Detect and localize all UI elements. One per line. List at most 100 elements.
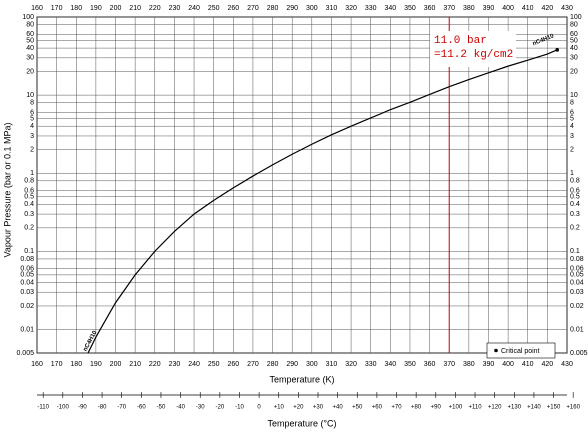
x-tick-label: 350 <box>404 361 416 368</box>
x-tick-label: 300 <box>306 361 318 368</box>
legend-label: Critical point <box>501 348 540 355</box>
x-tick-label: 430 <box>561 361 573 368</box>
y-right-tick-label: 0.08 <box>570 256 584 263</box>
x2-tick-label: +140 <box>527 405 541 411</box>
x2-tick-label: +80 <box>411 405 422 411</box>
x-tick-label: 270 <box>247 361 259 368</box>
y-right-tick-label: 10 <box>570 92 578 99</box>
y-tick-label: 100 <box>22 14 34 21</box>
y-tick-label: 0.03 <box>20 289 34 296</box>
x-tick-label: 390 <box>483 361 495 368</box>
y-tick-label: 0.01 <box>20 326 34 333</box>
y-right-tick-label: 60 <box>570 31 578 38</box>
y-tick-label: 0.02 <box>20 303 34 310</box>
x-top-tick-label: 270 <box>247 5 259 12</box>
x-top-tick-label: 370 <box>443 5 455 12</box>
x-top-tick-label: 310 <box>326 5 338 12</box>
y-tick-label: 10 <box>26 92 34 99</box>
x-top-tick-label: 410 <box>522 5 534 12</box>
x-top-tick-label: 250 <box>208 5 220 12</box>
y-tick-label: 0.4 <box>24 201 34 208</box>
y-tick-label: 0.3 <box>24 211 34 218</box>
x2-tick-label: 0 <box>257 405 261 411</box>
y-tick-label: 0.8 <box>24 178 34 185</box>
x-top-tick-label: 360 <box>424 5 436 12</box>
x-top-tick-label: 400 <box>502 5 514 12</box>
x2-tick-label: -100 <box>57 405 70 411</box>
x2-tick-label: -90 <box>78 405 87 411</box>
x-tick-label: 380 <box>463 361 475 368</box>
x-top-tick-label: 180 <box>70 5 82 12</box>
x2-tick-label: -30 <box>196 405 205 411</box>
x-top-tick-label: 340 <box>384 5 396 12</box>
x-top-tick-label: 210 <box>129 5 141 12</box>
y-tick-label: 4 <box>30 123 34 130</box>
legend-marker <box>494 348 498 353</box>
x2-axis-title: Temperature (°C) <box>267 418 336 428</box>
x2-tick-label: +130 <box>508 405 522 411</box>
x2-tick-label: -60 <box>137 405 146 411</box>
y-right-tick-label: 6 <box>570 109 574 116</box>
x-top-tick-label: 160 <box>31 5 43 12</box>
x2-tick-label: +70 <box>391 405 402 411</box>
y-tick-label: 0.005 <box>16 350 34 357</box>
series-line <box>87 49 558 354</box>
x-top-tick-label: 320 <box>345 5 357 12</box>
y-tick-label: 0.5 <box>24 194 34 201</box>
y-tick-label: 0.1 <box>24 248 34 255</box>
x-top-tick-label: 190 <box>90 5 102 12</box>
y-right-tick-label: 50 <box>570 37 578 44</box>
y-right-tick-label: 0.06 <box>570 266 584 273</box>
x2-tick-label: -110 <box>37 405 49 411</box>
y-tick-label: 1 <box>30 170 34 177</box>
x-top-tick-label: 200 <box>110 5 122 12</box>
y-axis-title: Vapour Pressure (bar or 0.1 MPa) <box>2 123 12 258</box>
x2-tick-label: -70 <box>117 405 126 411</box>
x-tick-label: 230 <box>169 361 181 368</box>
y-right-tick-label: 100 <box>570 14 582 21</box>
x-tick-label: 310 <box>326 361 338 368</box>
x2-tick-label: -40 <box>176 405 185 411</box>
annotation-text: 11.0 bar <box>434 35 487 47</box>
x2-tick-label: +100 <box>449 405 463 411</box>
y-right-tick-label: 20 <box>570 68 578 75</box>
x-top-tick-label: 280 <box>267 5 279 12</box>
y-right-tick-label: 0.03 <box>570 289 584 296</box>
x-top-tick-label: 290 <box>286 5 298 12</box>
y-tick-label: 3 <box>30 133 34 140</box>
x2-tick-label: -20 <box>216 405 225 411</box>
y-right-tick-label: 0.01 <box>570 326 584 333</box>
y-tick-label: 50 <box>26 37 34 44</box>
y-tick-label: 30 <box>26 55 34 62</box>
x-tick-label: 160 <box>31 361 43 368</box>
plot-area <box>36 16 568 354</box>
y-right-tick-label: 0.04 <box>570 279 584 286</box>
x-tick-label: 330 <box>365 361 377 368</box>
x-tick-label: 240 <box>188 361 200 368</box>
x2-tick-label: +120 <box>488 405 502 411</box>
y-right-tick-label: 0.05 <box>570 272 584 279</box>
y-tick-label: 0.2 <box>24 225 34 232</box>
x-tick-label: 200 <box>110 361 122 368</box>
x2-tick-label: +10 <box>274 405 285 411</box>
x2-tick-label: +150 <box>547 405 561 411</box>
x-top-tick-label: 390 <box>483 5 495 12</box>
y-tick-label: 60 <box>26 31 34 38</box>
y-tick-label: 2 <box>30 147 34 154</box>
y-right-tick-label: 4 <box>570 123 574 130</box>
x2-tick-label: +90 <box>431 405 442 411</box>
y-right-tick-label: 5 <box>570 115 574 122</box>
y-right-tick-label: 3 <box>570 133 574 140</box>
x-top-tick-label: 330 <box>365 5 377 12</box>
x-tick-label: 210 <box>129 361 141 368</box>
x-top-tick-label: 220 <box>149 5 161 12</box>
y-right-tick-label: 0.8 <box>570 178 580 185</box>
x2-tick-label: -50 <box>157 405 166 411</box>
y-right-tick-label: 80 <box>570 21 578 28</box>
x-tick-label: 190 <box>90 361 102 368</box>
x-top-tick-label: 350 <box>404 5 416 12</box>
x-tick-label: 260 <box>227 361 239 368</box>
y-right-tick-label: 30 <box>570 55 578 62</box>
x2-tick-label: +160 <box>566 405 580 411</box>
